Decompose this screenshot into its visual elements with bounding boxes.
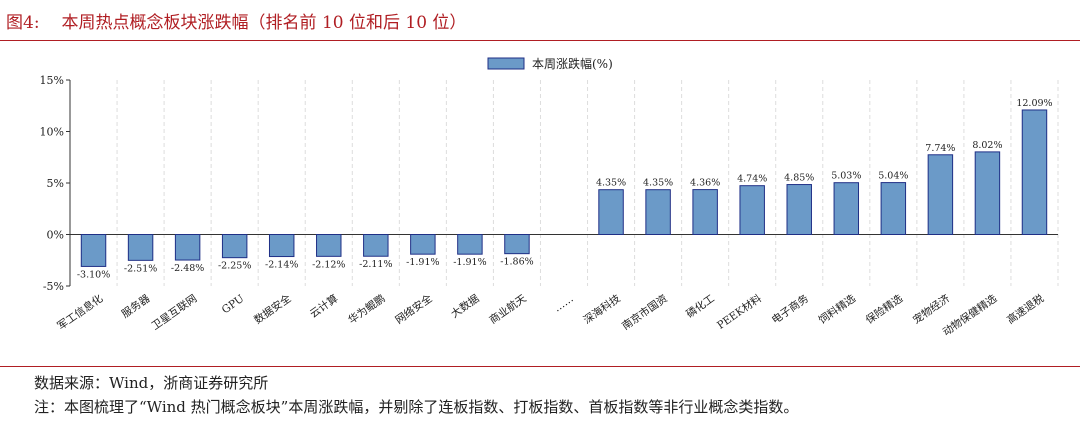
data-label: -2.12% [312,259,345,270]
bar [880,182,907,235]
bar [645,189,671,236]
data-label: -2.48% [171,263,204,274]
category-label: 南京市国资 [619,292,669,333]
category-label: 网络安全 [393,292,435,327]
data-label: 4.35% [643,178,673,189]
category-label: 军工信息化 [55,292,106,333]
bar [457,234,483,255]
data-label: 8.02% [972,140,1002,151]
figure-title: 图4: 本周热点概念板块涨跌幅（排名前 10 位和后 10 位） [6,8,466,33]
category-label: 华为鲲鹏 [346,292,388,327]
data-label: -1.86% [500,257,533,268]
category-label: 高速退税 [1004,292,1046,327]
legend-label: 本周涨跌幅(%) [532,56,613,71]
bar [174,234,201,261]
figure-number: 图4: [6,13,40,33]
category-label: 云计算 [307,292,340,321]
title-rule [0,40,1080,41]
bar [127,234,154,261]
category-label: GPU [220,293,247,317]
bar [739,185,765,235]
category-label: 数据安全 [252,292,294,327]
data-label: 12.09% [1016,98,1052,109]
data-label: -2.51% [124,263,157,274]
footer-rule [0,366,1080,367]
bar [221,234,248,259]
bar [363,234,389,257]
category-label: PEEK材料 [714,292,764,332]
data-label: -1.91% [453,257,486,268]
data-label: -1.91% [406,257,439,268]
bar [410,234,436,255]
bar [598,189,624,236]
bar [833,182,860,235]
source-note: 数据来源：Wind，浙商证券研究所 [34,374,269,392]
y-tick-label: 0% [47,229,64,242]
data-label: -3.10% [77,269,110,280]
category-label: 大数据 [448,292,482,321]
data-label: -2.11% [359,259,392,270]
category-label: 电子商务 [769,292,811,327]
data-label: 7.74% [925,143,955,154]
footnote: 注：本图梳理了“Wind 热门概念板块”本周涨跌幅，并剔除了连板指数、打板指数、… [34,398,799,416]
y-tick-label: 10% [40,126,64,139]
y-tick-label: 15% [40,74,64,87]
data-label: 4.74% [737,174,767,185]
data-label: 4.35% [596,178,626,189]
category-label: 饲料精选 [816,292,858,327]
bar-chart: 15% 10% 5% 0% -5% 本周涨跌幅(%) -3.10% 军工信息化 -2.51% 服务… [40,56,1059,339]
bar [692,189,718,235]
bar [316,234,342,257]
category-label: 宠物经济 [910,292,952,327]
data-label: 4.36% [690,178,720,189]
data-label: -2.14% [265,260,298,271]
bar [80,234,107,267]
bar [927,154,954,235]
bar [268,234,295,258]
bar [786,184,812,235]
figure-title-text: 本周热点概念板块涨跌幅（排名前 10 位和后 10 位） [61,13,467,33]
category-label: 服务器 [119,292,153,321]
legend-swatch [487,57,525,70]
category-label: …… [552,293,576,315]
category-label: 商业航天 [487,292,529,327]
category-label: 深海科技 [581,292,623,327]
data-label: 5.03% [831,171,861,182]
y-tick-label: -5% [43,280,64,293]
category-label: 保险精选 [863,292,905,327]
data-label: -2.25% [218,261,251,272]
bar [504,234,530,255]
data-label: 4.85% [784,173,814,184]
category-label: 卫星互联网 [149,293,199,333]
bar [1021,109,1048,235]
y-tick-label: 5% [47,177,64,190]
bar [974,151,1001,235]
category-label: 磷化工 [684,292,717,321]
data-label: 5.04% [878,171,908,182]
